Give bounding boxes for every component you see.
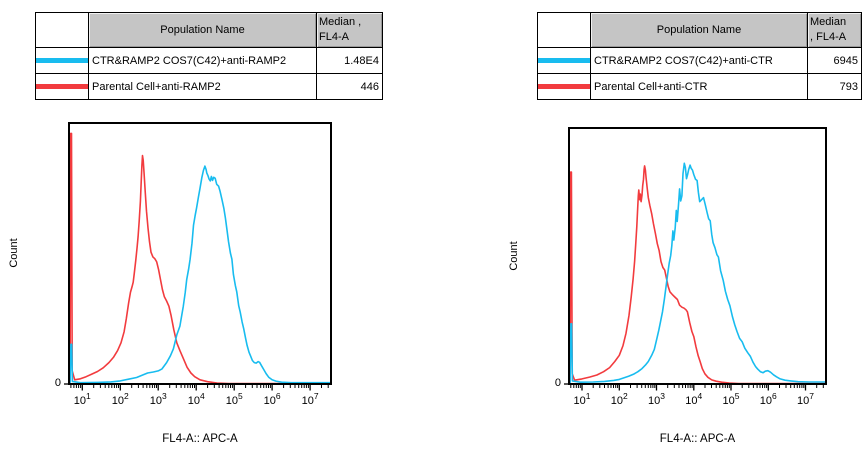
x-axis-tick-label: 102 <box>112 391 129 407</box>
plot-border <box>568 127 827 385</box>
histogram-plot: 101 102 103 104 105 106 107 0 <box>555 127 827 407</box>
population-name-header: Population Name <box>590 12 808 48</box>
legend-row-sample: CTR&RAMP2 COS7(C42)+anti-CTR 6945 <box>537 47 862 74</box>
x-axis-tick-label: 103 <box>150 391 167 407</box>
legend-header-row: Population Name Median , FL4-A <box>35 12 383 48</box>
x-axis-tick-label: 105 <box>723 391 740 407</box>
median-value: 793 <box>807 73 862 100</box>
median-header: Median , FL4-A <box>807 12 862 48</box>
x-axis-title: FL4-A:: APC-A <box>162 433 238 445</box>
x-axis-tick-label: 103 <box>648 391 665 407</box>
x-axis-tick-label: 106 <box>760 391 777 407</box>
median-header-line1: Median <box>810 16 847 28</box>
legend-row-control: Parental Cell+anti-RAMP2 446 <box>35 73 383 100</box>
median-header-line2: , FL4-A <box>810 31 847 43</box>
median-header: Median , FL4-A <box>316 12 383 48</box>
x-axis-tick-label: 104 <box>685 391 702 407</box>
x-axis-tick-label: 107 <box>797 391 814 407</box>
swatch-cell <box>35 73 89 100</box>
median-value: 446 <box>316 73 383 100</box>
population-name: CTR&RAMP2 COS7(C42)+anti-RAMP2 <box>88 47 317 74</box>
legend-table: Population Name Median , FL4-A CTR&RAMP2 … <box>35 12 383 100</box>
x-axis-tick-label: 104 <box>188 391 205 407</box>
x-axis-tick-label: 101 <box>74 391 91 407</box>
median-value: 1.48E4 <box>316 47 383 74</box>
legend-header-swatch-cell <box>35 12 89 48</box>
x-axis-tick-label: 102 <box>611 391 628 407</box>
x-axis-tick-label: 107 <box>302 391 319 407</box>
histogram-plot: 101 102 103 104 105 106 107 0 <box>55 122 332 407</box>
legend-table: Population Name Median , FL4-A CTR&RAMP2 … <box>537 12 862 100</box>
legend-row-control: Parental Cell+anti-CTR 793 <box>537 73 862 100</box>
y-axis-zero-label: 0 <box>555 377 561 389</box>
median-header-line2: FL4-A <box>319 31 349 43</box>
histogram-curve <box>68 165 332 385</box>
x-axis-title: FL4-A:: APC-A <box>659 433 736 445</box>
series-color-swatch <box>538 84 590 89</box>
population-name: Parental Cell+anti-RAMP2 <box>88 73 317 100</box>
x-axis-tick-label: 106 <box>264 391 281 407</box>
median-value: 6945 <box>807 47 862 74</box>
legend-header-row: Population Name Median , FL4-A <box>537 12 862 48</box>
histogram-curve <box>568 165 827 385</box>
series-color-swatch <box>538 58 590 63</box>
population-name: CTR&RAMP2 COS7(C42)+anti-CTR <box>590 47 808 74</box>
swatch-cell <box>537 47 591 74</box>
x-axis-tick-label: 105 <box>226 391 243 407</box>
swatch-cell <box>537 73 591 100</box>
series-color-swatch <box>36 84 88 89</box>
series-color-swatch <box>36 58 88 63</box>
swatch-cell <box>35 47 89 74</box>
plot-border <box>68 122 332 385</box>
median-header-line1: Median , <box>319 16 362 28</box>
y-axis-zero-label: 0 <box>55 377 61 389</box>
legend-row-sample: CTR&RAMP2 COS7(C42)+anti-RAMP2 1.48E4 <box>35 47 383 74</box>
population-name-header: Population Name <box>88 12 317 48</box>
legend-header-swatch-cell <box>537 12 591 48</box>
population-name: Parental Cell+anti-CTR <box>590 73 808 100</box>
histogram-curve <box>568 162 827 385</box>
histogram-curve <box>68 132 332 385</box>
y-axis-label-count: Count <box>508 241 520 271</box>
x-axis-tick-label: 101 <box>574 391 591 407</box>
y-axis-label-count: Count <box>8 238 20 268</box>
